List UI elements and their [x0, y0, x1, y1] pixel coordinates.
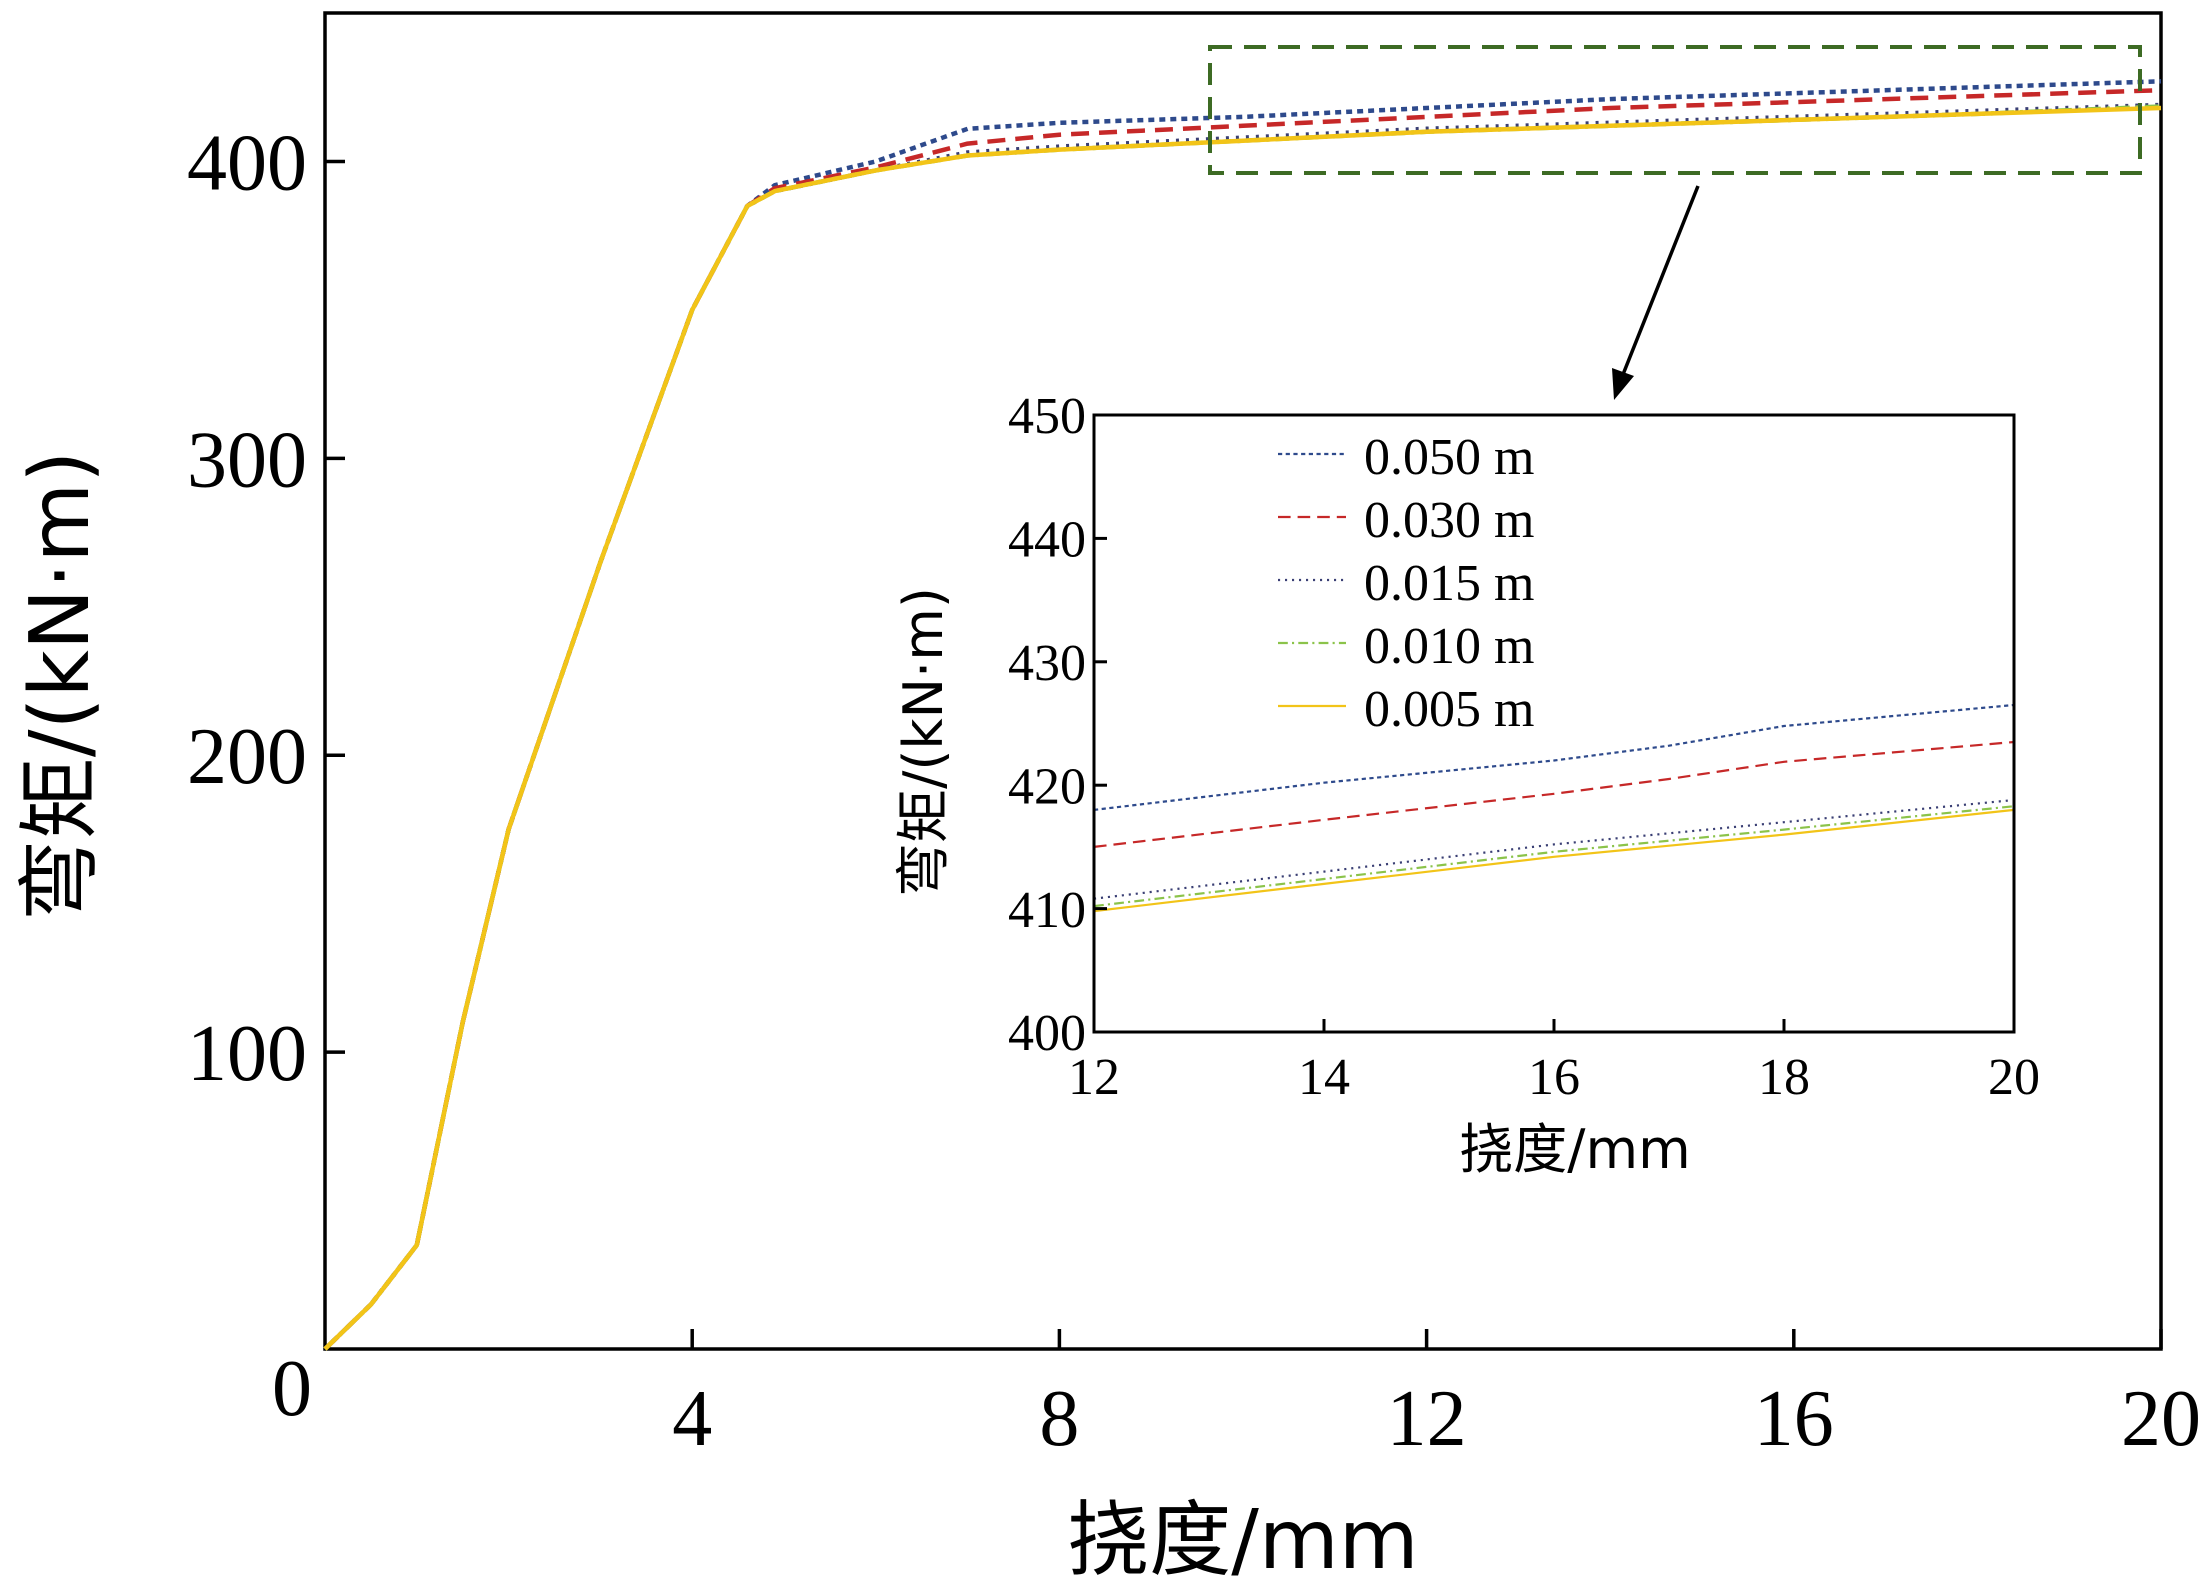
- main-origin-label: 0: [272, 1345, 312, 1433]
- legend-label-0: 0.050 m: [1364, 429, 1534, 486]
- inset-series-line-0: [1093, 703, 2015, 811]
- legend-label-1: 0.030 m: [1364, 492, 1534, 549]
- inset-y-tick-label-1: 410: [1008, 882, 1086, 939]
- main-x-tick-label-0: 4: [672, 1375, 712, 1463]
- inset-x-tick-label-3: 18: [1758, 1049, 1810, 1106]
- main-y-tick-label-1: 200: [187, 713, 307, 801]
- inset-x-tick-label-1: 14: [1298, 1049, 1350, 1106]
- main-y-tick-label-0: 100: [187, 1010, 307, 1098]
- main-series-group: [323, 79, 2162, 1351]
- inset-y-tick-label-3: 430: [1008, 635, 1086, 692]
- inset-background: [1094, 415, 2014, 1032]
- inset-y-tick-label-4: 440: [1008, 512, 1086, 569]
- zoom-arrow: [1612, 185, 1700, 400]
- main-x-tick-label-3: 16: [1754, 1375, 1834, 1463]
- legend-label-3: 0.010 m: [1364, 618, 1534, 675]
- main-y-tick-label-3: 400: [187, 119, 307, 207]
- inset-series-group: [1093, 703, 2015, 913]
- inset-series-line-2: [1093, 798, 2015, 900]
- main-x-tick-label-2: 12: [1387, 1375, 1467, 1463]
- inset-y-tick-label-2: 420: [1008, 758, 1086, 815]
- main-y-axis-label: 弯矩/(kN·m): [13, 451, 108, 921]
- main-series-line-1: [323, 87, 2162, 1351]
- inset-x-tick-label-0: 12: [1068, 1049, 1120, 1106]
- inset-plot: 12 14 16 18 20 400 410 420 430 440 450 挠度/mm 弯矩/(k…: [892, 388, 2040, 1181]
- main-series-line-4: [323, 105, 2162, 1351]
- inset-legend: 0.050 m 0.030 m 0.015 m 0.010 m 0.005 m: [1278, 429, 1534, 738]
- legend-label-2: 0.015 m: [1364, 555, 1534, 612]
- inset-x-tick-label-2: 16: [1528, 1049, 1580, 1106]
- zoom-region-box: [1208, 45, 2142, 175]
- main-plot-frame: [323, 11, 2163, 1351]
- inset-y-tick-label-5: 450: [1008, 388, 1086, 445]
- main-y-tick-label-2: 300: [187, 416, 307, 504]
- main-plot: 4 8 12 16 20 100 200 300 400 0 挠度/mm 弯矩/(kN·m): [13, 11, 2201, 1585]
- inset-series-line-4: [1093, 808, 2015, 913]
- inset-x-axis-label: 挠度/mm: [1459, 1118, 1690, 1181]
- inset-y-tick-label-0: 400: [1008, 1005, 1086, 1062]
- inset-x-tick-label-4: 20: [1988, 1049, 2040, 1106]
- inset-series-line-1: [1093, 740, 2015, 848]
- zoom-arrow-head: [1612, 368, 1634, 400]
- inset-ticks-group: 12 14 16 18 20 400 410 420 430 440 450: [1008, 388, 2040, 1106]
- main-x-tick-label-1: 8: [1039, 1375, 1079, 1463]
- main-x-axis-label: 挠度/mm: [1067, 1493, 1418, 1585]
- legend-label-4: 0.005 m: [1364, 681, 1534, 738]
- main-x-tick-label-4: 20: [2121, 1375, 2201, 1463]
- zoom-arrow-line: [1618, 185, 1700, 383]
- inset-y-axis-label: 弯矩/(kN·m): [892, 587, 955, 897]
